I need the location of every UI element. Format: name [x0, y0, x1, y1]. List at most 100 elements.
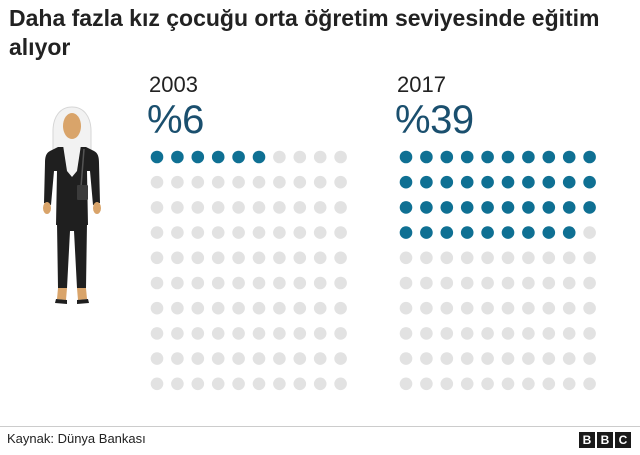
waffle-dot-filled [522, 226, 535, 239]
waffle-dot-empty [522, 251, 535, 265]
waffle-dot-empty [211, 276, 225, 290]
waffle-dot-empty [171, 377, 184, 391]
waffle-dot-filled [440, 226, 454, 239]
waffle-dot-filled [440, 175, 454, 189]
waffle-dot-filled [460, 226, 474, 239]
waffle-dot-empty [273, 150, 286, 164]
bbc-logo-letter: C [615, 432, 631, 448]
waffle-dot-empty [232, 301, 245, 315]
waffle-dot-filled [542, 150, 556, 164]
waffle-dot-filled [481, 201, 494, 214]
waffle-dot-empty [171, 327, 184, 340]
waffle-dot-filled [481, 226, 494, 239]
waffle-dot-empty [313, 301, 327, 315]
waffle-dot-empty [293, 276, 307, 290]
year-label-2017: 2017 [397, 72, 446, 97]
bbc-logo-letter: B [597, 432, 613, 448]
waffle-dot-empty [542, 352, 556, 365]
waffle-dot-empty [334, 276, 347, 290]
waffle-dot-empty [562, 327, 576, 340]
waffle-dot-empty [481, 352, 494, 365]
waffle-dot-empty [481, 301, 494, 315]
waffle-dot-empty [420, 251, 433, 265]
waffle-dot-empty [313, 327, 327, 340]
waffle-dot-empty [252, 251, 266, 265]
waffle-dot-empty [460, 327, 474, 340]
waffle-dot-empty [583, 352, 596, 365]
waffle-dot-empty [171, 251, 184, 265]
waffle-dot-empty [542, 251, 556, 265]
waffle-dot-empty [252, 301, 266, 315]
waffle-dot-empty [313, 377, 327, 391]
waffle-dot-filled [211, 150, 225, 164]
waffle-dot-empty [522, 301, 535, 315]
waffle-dot-filled [399, 226, 413, 239]
waffle-dot-empty [313, 276, 327, 290]
waffle-dot-empty [583, 251, 596, 265]
waffle-dot-empty [171, 226, 184, 239]
waffle-dot-empty [399, 276, 413, 290]
waffle-dot-empty [481, 276, 494, 290]
waffle-dot-empty [583, 377, 596, 391]
waffle-dot-filled [460, 201, 474, 214]
waffle-dot-filled [399, 150, 413, 164]
waffle-dot-empty [273, 175, 286, 189]
waffle-dot-empty [252, 201, 266, 214]
waffle-dot-empty [501, 276, 515, 290]
waffle-dot-empty [252, 276, 266, 290]
waffle-dot-empty [211, 301, 225, 315]
waffle-dot-filled [481, 150, 494, 164]
waffle-dot-empty [171, 201, 184, 214]
waffle-dot-empty [273, 377, 286, 391]
waffle-dot-empty [440, 327, 454, 340]
waffle-dot-filled [460, 175, 474, 189]
waffle-dot-empty [171, 352, 184, 365]
waffle-dot-filled [150, 150, 164, 164]
waffle-dot-empty [293, 377, 307, 391]
waffle-dot-empty [273, 251, 286, 265]
waffle-dot-filled [542, 201, 556, 214]
waffle-dot-filled [420, 175, 433, 189]
percent-label-2017: %39 [395, 98, 474, 142]
waffle-dot-filled [481, 175, 494, 189]
waffle-dot-empty [501, 251, 515, 265]
waffle-dot-empty [481, 377, 494, 391]
waffle-dot-filled [399, 201, 413, 214]
waffle-dot-empty [252, 377, 266, 391]
waffle-dot-empty [232, 327, 245, 340]
waffle-dot-empty [313, 352, 327, 365]
waffle-dot-empty [562, 301, 576, 315]
waffle-dot-empty [583, 276, 596, 290]
waffle-dot-filled [171, 150, 184, 164]
waffle-dot-filled [191, 150, 205, 164]
waffle-dot-empty [171, 301, 184, 315]
waffle-dot-empty [232, 276, 245, 290]
waffle-dot-empty [191, 251, 205, 265]
waffle-dot-empty [440, 301, 454, 315]
waffle-dot-empty [440, 377, 454, 391]
waffle-dot-filled [420, 150, 433, 164]
waffle-dot-filled [460, 150, 474, 164]
waffle-dot-empty [522, 352, 535, 365]
waffle-dot-empty [211, 226, 225, 239]
waffle-dot-empty [501, 352, 515, 365]
waffle-dot-empty [501, 301, 515, 315]
waffle-dot-empty [334, 251, 347, 265]
waffle-dot-empty [211, 352, 225, 365]
waffle-dot-empty [273, 352, 286, 365]
waffle-dot-empty [191, 226, 205, 239]
waffle-dot-filled [542, 226, 556, 239]
waffle-dot-empty [583, 301, 596, 315]
waffle-dot-empty [440, 276, 454, 290]
waffle-dot-empty [501, 377, 515, 391]
waffle-dot-filled [562, 226, 576, 239]
waffle-charts [150, 150, 596, 391]
waffle-dot-empty [542, 276, 556, 290]
waffle-dot-empty [293, 251, 307, 265]
waffle-dot-empty [252, 226, 266, 239]
waffle-dot-filled [542, 175, 556, 189]
waffle-dot-empty [460, 276, 474, 290]
waffle-dot-empty [150, 251, 164, 265]
waffle-dot-empty [313, 251, 327, 265]
waffle-dot-empty [399, 327, 413, 340]
